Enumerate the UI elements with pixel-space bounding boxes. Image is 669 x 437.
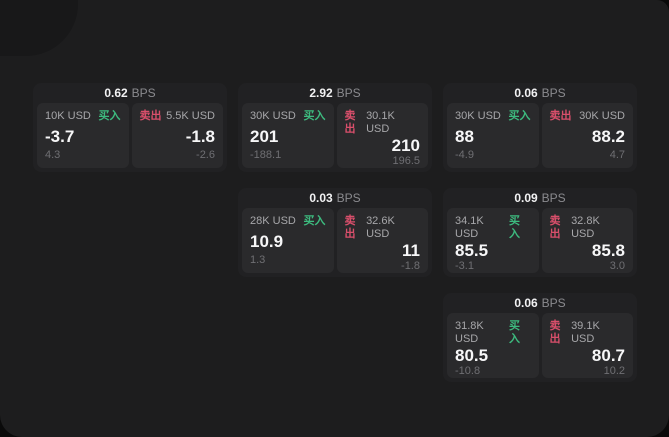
buy-delta: -188.1 [250, 149, 282, 161]
buy-delta: -3.1 [455, 260, 474, 272]
buy-panel[interactable]: 28K USD 买入 10.9 1.3 [242, 208, 334, 273]
bps-unit: BPS [336, 86, 361, 100]
buy-price: 10.9 [250, 231, 284, 251]
buy-amount: 28K USD [250, 215, 296, 227]
buy-label: 买入 [303, 110, 326, 122]
card-header: 2.92 BPS [242, 83, 428, 103]
sell-price: 210 [391, 136, 420, 155]
quote-card-3: 0.06 BPS 30K USD 买入 88 -4.9 卖出 30K USD 8… [443, 83, 637, 172]
card-header: 0.62 BPS [37, 83, 223, 103]
sell-price: 88.2 [591, 126, 625, 146]
buy-panel[interactable]: 10K USD 买入 -3.7 4.3 [37, 103, 129, 168]
quote-card-6: 0.06 BPS 31.8K USD 买入 80.5 -10.8 卖出 39.1… [443, 293, 637, 382]
card-header: 0.06 BPS [447, 83, 633, 103]
bps-unit: BPS [541, 191, 566, 205]
sell-label: 卖出 [549, 215, 561, 240]
sell-amount: 39.1K USD [571, 320, 600, 345]
sell-label: 卖出 [344, 215, 356, 240]
quote-panels: 28K USD 买入 10.9 1.3 卖出 32.6K USD 11 -1.8 [242, 208, 428, 273]
buy-price: 88 [455, 126, 474, 146]
sell-delta: -1.8 [401, 260, 420, 272]
buy-amount: 30K USD [455, 110, 501, 122]
sell-label: 卖出 [549, 320, 561, 345]
sell-panel[interactable]: 卖出 5.5K USD -1.8 -2.6 [131, 103, 223, 168]
buy-label: 买入 [303, 215, 326, 227]
buy-price: 85.5 [455, 241, 489, 260]
quote-card-2: 2.92 BPS 30K USD 买入 201 -188.1 卖出 30.1K … [238, 83, 432, 172]
buy-panel[interactable]: 34.1K USD 买入 85.5 -3.1 [447, 208, 539, 273]
sell-delta: 10.2 [603, 365, 625, 377]
quote-panels: 10K USD 买入 -3.7 4.3 卖出 5.5K USD -1.8 -2.… [37, 103, 223, 168]
buy-delta: -4.9 [455, 149, 474, 161]
buy-amount: 31.8K USD [455, 320, 484, 345]
buy-amount: 30K USD [250, 110, 296, 122]
sell-delta: 3.0 [609, 260, 625, 272]
sell-label: 卖出 [549, 110, 572, 122]
quote-panels: 31.8K USD 买入 80.5 -10.8 卖出 39.1K USD 80.… [447, 313, 633, 378]
bps-value: 0.06 [514, 86, 538, 100]
sell-price: -1.8 [185, 126, 215, 146]
buy-price: -3.7 [45, 126, 75, 146]
sell-amount: 32.8K USD [571, 215, 600, 240]
sell-panel[interactable]: 卖出 32.8K USD 85.8 3.0 [541, 208, 633, 273]
bps-value: 0.62 [104, 86, 128, 100]
sell-price: 85.8 [591, 241, 625, 260]
quote-card-5: 0.09 BPS 34.1K USD 买入 85.5 -3.1 卖出 32.8K… [443, 188, 637, 277]
buy-panel[interactable]: 31.8K USD 买入 80.5 -10.8 [447, 313, 539, 378]
bps-unit: BPS [541, 296, 566, 310]
sell-price: 11 [402, 241, 420, 260]
buy-panel[interactable]: 30K USD 买入 88 -4.9 [447, 103, 539, 168]
bps-value: 0.03 [309, 191, 333, 205]
sell-amount: 5.5K USD [166, 110, 215, 122]
quote-panels: 34.1K USD 买入 85.5 -3.1 卖出 32.8K USD 85.8… [447, 208, 633, 273]
buy-label: 买入 [98, 110, 121, 122]
card-header: 0.03 BPS [242, 188, 428, 208]
buy-panel[interactable]: 30K USD 买入 201 -188.1 [242, 103, 334, 168]
bps-value: 0.09 [514, 191, 538, 205]
sell-panel[interactable]: 卖出 32.6K USD 11 -1.8 [336, 208, 428, 273]
sell-amount: 32.6K USD [366, 215, 395, 240]
bps-unit: BPS [336, 191, 361, 205]
quote-panels: 30K USD 买入 88 -4.9 卖出 30K USD 88.2 4.7 [447, 103, 633, 168]
buy-delta: 4.3 [45, 149, 61, 161]
buy-price: 201 [250, 126, 279, 146]
sell-delta: 196.5 [392, 155, 420, 167]
buy-label: 买入 [508, 215, 520, 240]
quote-panels: 30K USD 买入 201 -188.1 卖出 30.1K USD 210 1… [242, 103, 428, 168]
bps-unit: BPS [541, 86, 566, 100]
sell-label: 卖出 [344, 110, 356, 135]
bps-value: 2.92 [309, 86, 333, 100]
card-header: 0.09 BPS [447, 188, 633, 208]
sell-delta: 4.7 [609, 149, 625, 161]
bps-unit: BPS [131, 86, 156, 100]
sell-amount: 30.1K USD [366, 110, 395, 135]
buy-price: 80.5 [455, 346, 489, 365]
buy-amount: 10K USD [45, 110, 91, 122]
buy-amount: 34.1K USD [455, 215, 484, 240]
sell-price: 80.7 [591, 346, 625, 365]
sell-panel[interactable]: 卖出 39.1K USD 80.7 10.2 [541, 313, 633, 378]
quote-card-4: 0.03 BPS 28K USD 买入 10.9 1.3 卖出 32.6K US… [238, 188, 432, 277]
quote-card-1: 0.62 BPS 10K USD 买入 -3.7 4.3 卖出 5.5K USD… [33, 83, 227, 172]
sell-panel[interactable]: 卖出 30.1K USD 210 196.5 [336, 103, 428, 168]
buy-delta: 1.3 [250, 254, 266, 266]
buy-label: 买入 [508, 110, 531, 122]
buy-delta: -10.8 [455, 365, 481, 377]
card-header: 0.06 BPS [447, 293, 633, 313]
sell-label: 卖出 [139, 110, 162, 122]
sell-delta: -2.6 [196, 149, 215, 161]
bps-value: 0.06 [514, 296, 538, 310]
buy-label: 买入 [508, 320, 520, 345]
sell-panel[interactable]: 卖出 30K USD 88.2 4.7 [541, 103, 633, 168]
sell-amount: 30K USD [579, 110, 625, 122]
